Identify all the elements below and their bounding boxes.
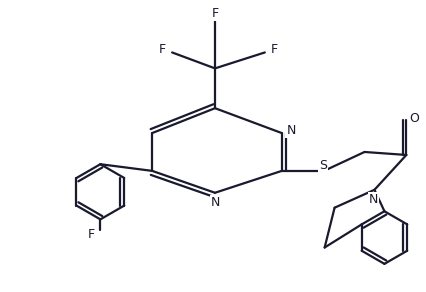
Text: N: N [286,124,296,138]
Text: O: O [409,112,419,124]
Text: S: S [319,159,327,172]
Text: N: N [369,193,378,206]
Text: F: F [159,43,167,55]
Text: F: F [271,43,278,55]
Text: N: N [211,196,221,208]
Text: F: F [87,228,95,241]
Text: F: F [211,7,219,20]
